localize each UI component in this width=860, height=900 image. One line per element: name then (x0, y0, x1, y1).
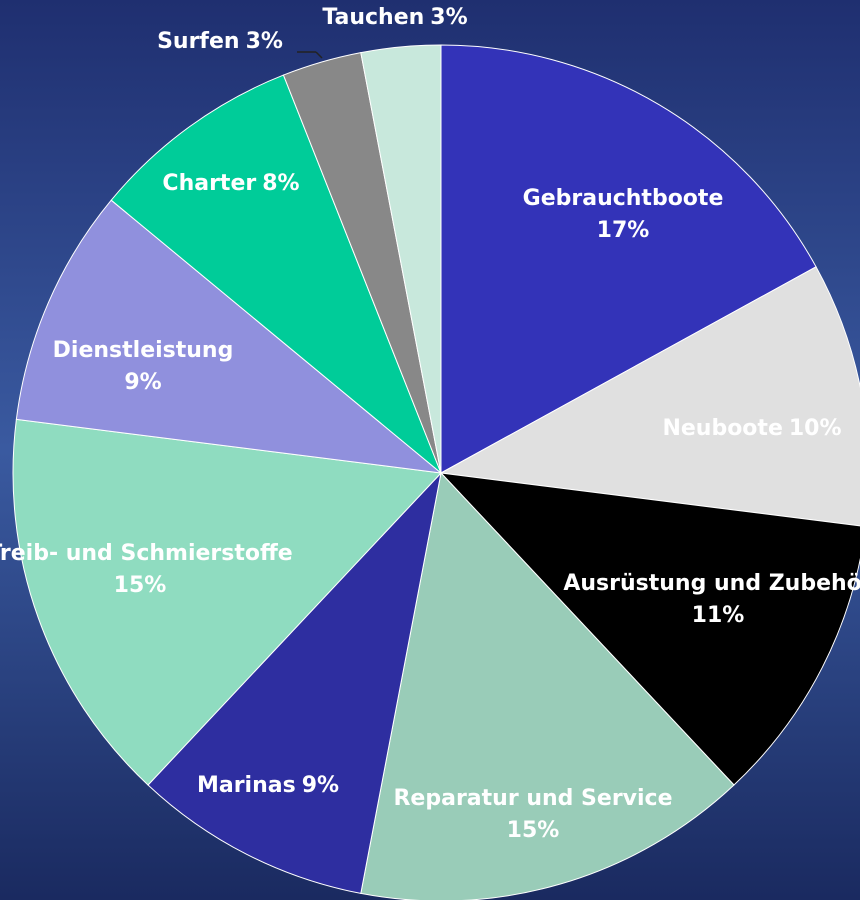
label-value: 15% (507, 818, 560, 843)
label-category: Charter (162, 171, 256, 196)
chart: Gebrauchtboote 17% Neuboote 10% Ausrüstung u… (0, 0, 860, 900)
label-category: Surfen (157, 29, 240, 54)
label-category: Dienstleistung (53, 338, 234, 363)
label-value: 3% (430, 5, 467, 30)
label-value: 11% (692, 603, 745, 628)
label-value: 8% (262, 171, 299, 196)
label-category: Tauchen (322, 5, 424, 30)
label-value: 3% (246, 29, 283, 54)
label-category: Ausrüstung und Zubehör (563, 571, 860, 596)
label-category: Marinas (197, 773, 296, 798)
label-value: 9% (124, 370, 161, 395)
label-value: 17% (597, 218, 650, 243)
slice-label: Neuboote 10% (662, 416, 841, 441)
label-value: 9% (302, 773, 339, 798)
label-category: Gebrauchtboote (523, 186, 724, 211)
label-value: 15% (114, 573, 167, 598)
page: {"chart_data": {"type": "pie", "categori… (0, 0, 860, 900)
label-category: Treib- und Schmierstoffe (0, 541, 293, 566)
label-value: 10% (789, 416, 842, 441)
label-category: Neuboote (662, 416, 782, 441)
pie (13, 45, 860, 900)
label-category: Reparatur und Service (393, 786, 672, 811)
